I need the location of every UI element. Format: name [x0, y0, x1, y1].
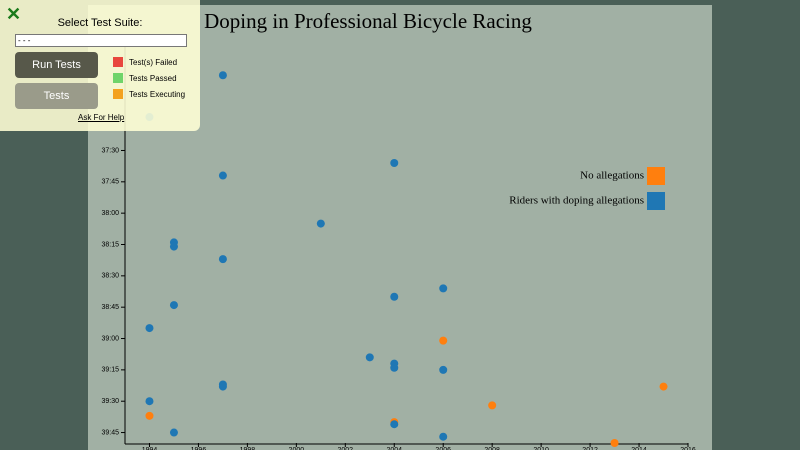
- x-tick-label: 2014: [631, 447, 647, 450]
- tests-button[interactable]: Tests: [15, 83, 98, 109]
- y-tick-label: 38:00: [101, 210, 119, 217]
- legend-failed: Test(s) Failed: [113, 57, 177, 67]
- x-tick-label: 2006: [435, 447, 451, 450]
- x-tick-label: 2008: [484, 447, 500, 450]
- dot: [145, 324, 154, 333]
- dot: [390, 159, 399, 168]
- dot: [316, 219, 325, 228]
- legend-swatch: [647, 192, 665, 210]
- dot: [390, 363, 399, 372]
- x-tick-label: 2010: [533, 447, 549, 450]
- dot: [218, 255, 227, 264]
- dot: [169, 428, 178, 437]
- select-label: Select Test Suite:: [57, 17, 143, 29]
- y-tick-label: 38:15: [101, 241, 119, 248]
- legend-label: Test(s) Failed: [129, 57, 178, 67]
- suite-select[interactable]: - - -: [15, 34, 187, 47]
- dot: [365, 353, 374, 362]
- y-tick-label: 37:30: [101, 147, 119, 154]
- legend-label: Tests Passed: [129, 73, 177, 83]
- y-tick-label: 39:00: [101, 335, 119, 342]
- test-panel: ✕ Select Test Suite: - - - Run Tests Tes…: [0, 0, 200, 131]
- dot: [439, 284, 448, 293]
- legend-label: Tests Executing: [129, 89, 186, 99]
- y-tick-label: 38:30: [101, 273, 119, 280]
- x-tick-label: 2000: [289, 447, 305, 450]
- dot: [390, 420, 399, 429]
- y-tick-label: 39:45: [101, 429, 119, 436]
- x-tick-label: 2016: [680, 447, 696, 450]
- dot: [169, 301, 178, 310]
- legend-passed: Tests Passed: [113, 73, 177, 83]
- y-tick-label: 39:15: [101, 367, 119, 374]
- legend-executing: Tests Executing: [113, 89, 185, 99]
- x-tick-label: 1998: [240, 447, 256, 450]
- close-button[interactable]: ✕: [6, 4, 22, 24]
- dot: [439, 432, 448, 441]
- dot: [659, 382, 668, 391]
- dot: [439, 336, 448, 345]
- y-tick-label: 39:30: [101, 398, 119, 405]
- dot: [145, 411, 154, 420]
- dot: [439, 365, 448, 374]
- dot: [145, 397, 154, 406]
- dot: [390, 292, 399, 301]
- dot: [218, 71, 227, 80]
- x-tick-label: 2004: [386, 447, 402, 450]
- dot: [218, 171, 227, 180]
- dot: [169, 242, 178, 251]
- y-tick-label: 38:45: [101, 304, 119, 311]
- legend-label: No allegations: [580, 170, 644, 182]
- y-tick-label: 37:45: [101, 179, 119, 186]
- dot: [610, 439, 619, 447]
- legend-label: Riders with doping allegations: [509, 195, 644, 207]
- x-tick-label: 2012: [582, 447, 598, 450]
- x-tick-label: 2002: [338, 447, 354, 450]
- dot: [488, 401, 497, 410]
- chart-title: Doping in Professional Bicycle Racing: [204, 9, 532, 33]
- legend-swatch: [647, 167, 665, 185]
- x-tick-label: 1996: [191, 447, 207, 450]
- x-tick-label: 1994: [142, 447, 158, 450]
- run-tests-button[interactable]: Run Tests: [15, 52, 98, 78]
- help-link[interactable]: Ask For Help: [78, 113, 125, 122]
- dot: [218, 382, 227, 391]
